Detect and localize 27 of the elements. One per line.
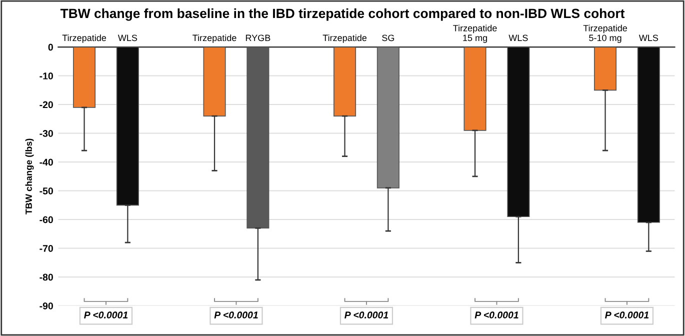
x-tick-label: WLS <box>638 34 658 42</box>
y-tick-label: -40 <box>40 158 53 166</box>
text: P <0.0001 <box>84 312 128 318</box>
y-tick-label: -20 <box>40 101 53 108</box>
x-tick-label: WLS <box>118 34 138 42</box>
y-axis-title: TBW change (lbs) <box>25 138 34 214</box>
x-tick-label: Tirzepatide 5-10 mg <box>583 24 628 43</box>
y-tick-label: 0 <box>48 44 53 51</box>
y-tick-label: -50 <box>40 188 53 194</box>
x-tick-label: Tirzepatide 15 mg <box>453 24 497 43</box>
x-tick-label: SG <box>382 34 394 42</box>
x-tick-label: Tirzepatide <box>62 34 106 43</box>
y-tick-label: -10 <box>40 72 53 80</box>
y-tick-label: -90 <box>40 302 53 310</box>
text: P <0.0001 <box>214 312 258 318</box>
text: P <0.0001 <box>605 312 649 318</box>
text: P <0.0001 <box>344 312 388 318</box>
y-tick-label: -30 <box>40 130 53 137</box>
y-tick-label: -60 <box>40 216 53 224</box>
chart-title: TBW change from baseline in the IBD tirzepatide cohort compared to non-IBD WLS cohort <box>60 8 625 21</box>
y-tick-label: -80 <box>40 274 53 281</box>
y-tick-label: -70 <box>40 245 53 252</box>
text: P <0.0001 <box>474 312 518 318</box>
x-tick-label: WLS <box>508 34 528 42</box>
x-tick-label: RYGB <box>246 34 270 42</box>
x-tick-label: Tirzepatide <box>192 34 236 43</box>
x-tick-label: Tirzepatide <box>322 34 367 43</box>
